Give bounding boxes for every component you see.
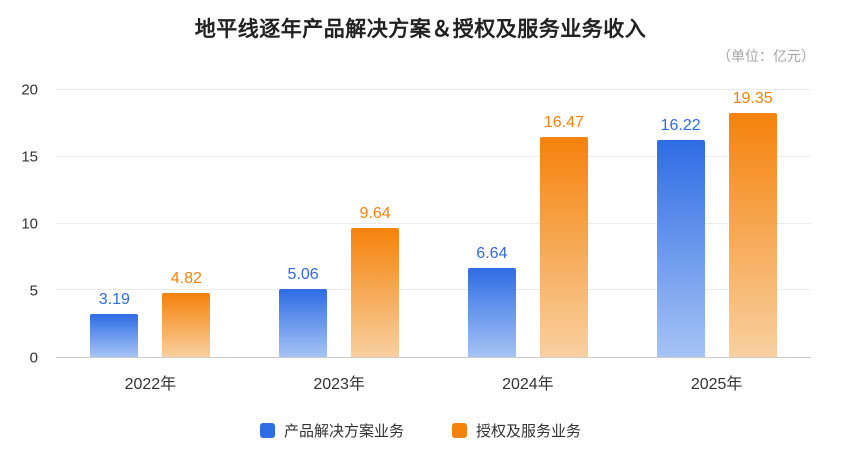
x-axis: 2022年 2023年 2024年 2025年 xyxy=(56,370,811,394)
gridline xyxy=(56,89,811,90)
bar-value-label: 9.64 xyxy=(359,205,391,223)
bar-groups: 3.19 4.82 5.06 9.64 6.64 16.47 16.22 19.35 xyxy=(56,90,811,357)
y-tick-label: 15 xyxy=(21,148,38,166)
gridline xyxy=(56,222,811,224)
bar-value-label: 5.06 xyxy=(287,266,319,284)
legend-label-solutions: 产品解决方案业务 xyxy=(283,423,404,440)
bar-group-2024年: 6.64 16.47 xyxy=(434,90,623,357)
bar-value-label: 4.82 xyxy=(170,269,202,287)
bar-licensing-2023年 xyxy=(351,228,400,357)
y-tick-label: 10 xyxy=(21,215,38,233)
bar-solutions-2022年 xyxy=(90,314,139,357)
legend-swatch-licensing xyxy=(452,423,467,438)
unit-label: （单位：亿元） xyxy=(717,48,815,64)
bar-wrap: 3.19 xyxy=(90,90,139,357)
bar-wrap: 16.22 xyxy=(656,90,705,357)
gridline xyxy=(56,155,811,157)
y-tick-label: 5 xyxy=(29,282,38,300)
y-tick-label: 20 xyxy=(21,81,38,99)
y-axis: 0 5 10 15 20 xyxy=(0,82,46,367)
legend-swatch-solutions xyxy=(259,423,275,438)
bar-solutions-2024年 xyxy=(467,268,516,357)
bar-licensing-2022年 xyxy=(162,292,211,357)
bar-wrap: 19.35 xyxy=(728,90,777,357)
bar-group-2023年: 5.06 9.64 xyxy=(245,90,434,357)
bar-value-label: 6.64 xyxy=(476,245,508,263)
legend-item-licensing[interactable]: 授权及服务业务 xyxy=(452,420,581,441)
bar-wrap: 4.82 xyxy=(162,90,211,357)
bar-value-label: 16.22 xyxy=(660,117,701,135)
x-tick-label: 2025年 xyxy=(690,376,743,393)
gridlines xyxy=(56,89,811,357)
y-tick-label: 0 xyxy=(29,349,38,367)
bar-licensing-2025年 xyxy=(728,113,777,357)
bar-wrap: 6.64 xyxy=(467,90,516,357)
x-tick-label: 2024年 xyxy=(502,376,554,393)
legend-label-licensing: 授权及服务业务 xyxy=(476,423,582,440)
bar-group-2022年: 3.19 4.82 xyxy=(56,90,245,357)
bar-value-label: 16.47 xyxy=(543,114,584,132)
x-tick-label: 2022年 xyxy=(124,376,177,393)
bar-wrap: 16.47 xyxy=(539,90,588,357)
bar-wrap: 9.64 xyxy=(351,90,400,357)
legend-item-solutions[interactable]: 产品解决方案业务 xyxy=(259,420,404,441)
bar-licensing-2024年 xyxy=(539,137,588,357)
legend: 产品解决方案业务 授权及服务业务 xyxy=(0,420,841,441)
plot-area: 3.19 4.82 5.06 9.64 6.64 16.47 16.22 19.35 xyxy=(56,89,811,358)
bar-value-label: 3.19 xyxy=(98,291,130,309)
gridline xyxy=(56,289,811,291)
x-tick-label: 2023年 xyxy=(313,376,365,393)
bar-solutions-2025年 xyxy=(656,140,705,357)
bar-wrap: 5.06 xyxy=(279,90,328,357)
chart-title: 地平线逐年产品解决方案＆授权及服务业务收入 xyxy=(194,18,647,41)
bar-solutions-2023年 xyxy=(279,289,328,357)
bar-value-label: 19.35 xyxy=(732,90,773,107)
bar-group-2025年: 16.22 19.35 xyxy=(622,90,811,357)
